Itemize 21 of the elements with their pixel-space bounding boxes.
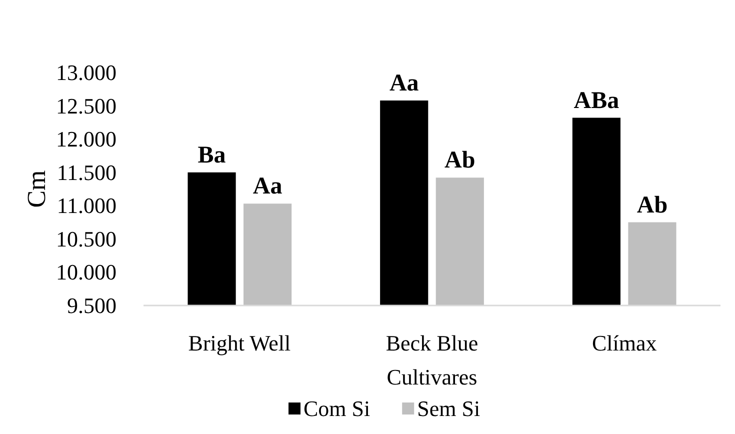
y-tick-label: 12.500 [56,93,116,118]
y-tick-label: 11.000 [56,193,117,218]
y-tick-label: 11.500 [56,160,117,185]
data-label: ABa [574,88,620,114]
x-tick-label: Bright Well [188,330,291,356]
y-tick-label: 9.500 [67,293,116,318]
legend-label: Com Si [304,396,370,421]
data-label: Ba [198,142,226,168]
x-tick-label: Beck Blue [386,330,478,356]
legend-label: Sem Si [417,396,480,421]
y-tick-label: 12.000 [56,126,116,152]
data-label: Aa [252,174,282,200]
data-label: Ab [636,192,668,218]
y-tick-label: 13.000 [56,60,116,85]
x-axis-title: Cultivares [386,364,478,390]
y-axis-title: Cm [22,170,51,208]
x-tick-label: Clímax [592,330,657,356]
data-label: Aa [389,70,419,96]
data-label: Ab [444,148,476,174]
y-tick-label: 10.500 [56,226,116,252]
y-tick-label: 10.000 [56,260,116,285]
